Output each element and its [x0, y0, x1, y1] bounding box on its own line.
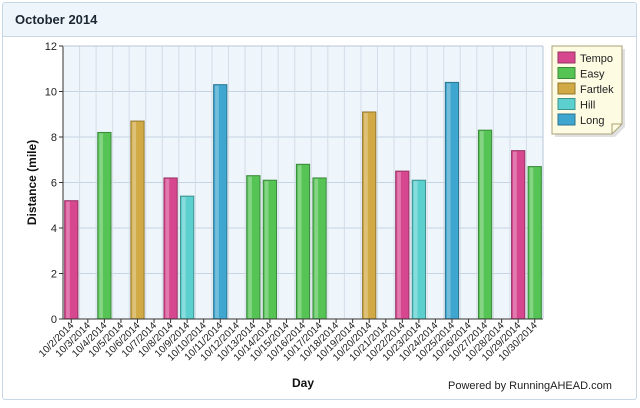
- legend-swatch-long: [557, 113, 576, 126]
- bar-highlight: [132, 122, 137, 318]
- legend-label-hill: Hill: [580, 100, 595, 112]
- y-tick-label: 0: [51, 314, 57, 326]
- legend-label-fartlek: Fartlek: [580, 84, 614, 96]
- legend-swatch-hill: [557, 98, 576, 110]
- legend-corner-fold: [611, 123, 622, 134]
- y-axis-label: Distance (mile): [25, 140, 39, 225]
- legend-label-long: Long: [580, 115, 604, 127]
- legend-swatch-tempo: [557, 51, 576, 64]
- bar-highlight: [264, 181, 269, 318]
- bar-highlight: [413, 181, 418, 318]
- panel-header: October 2014: [3, 3, 636, 37]
- legend-swatch-fartlek: [557, 82, 576, 95]
- y-tick-label: 4: [51, 223, 57, 235]
- bar-highlight: [165, 178, 170, 318]
- bar-highlight: [513, 151, 517, 318]
- bar-highlight: [99, 133, 103, 318]
- bar-highlight: [529, 167, 534, 318]
- chart-legend: Tempo Easy Fartlek Hill Long: [551, 45, 625, 137]
- y-tick-labels: 0 2 4 6 8 10 12: [45, 41, 57, 326]
- axes: [59, 45, 544, 323]
- x-tick-labels: 10/2/201410/3/201410/4/201410/5/201410/6…: [37, 320, 540, 363]
- legend-swatch-easy: [557, 67, 576, 79]
- bar-highlight: [182, 197, 186, 318]
- y-tick-label: 8: [51, 132, 57, 144]
- bar-highlight: [397, 172, 401, 318]
- legend-label-easy: Easy: [580, 69, 605, 81]
- bar-highlight: [215, 85, 219, 318]
- panel-title: October 2014: [15, 12, 98, 27]
- y-tick-label: 6: [51, 178, 57, 190]
- powered-by-credit: Powered by RunningAHEAD.com: [448, 380, 612, 392]
- bar-highlight: [364, 112, 368, 318]
- legend-label-tempo: Tempo: [580, 53, 613, 65]
- bar-highlight: [297, 165, 302, 318]
- bar-highlight: [314, 178, 319, 318]
- bars-group: [64, 81, 542, 320]
- y-tick-label: 2: [51, 269, 57, 281]
- y-tick-label: 12: [45, 41, 57, 53]
- bar-highlight: [248, 176, 252, 318]
- bar-highlight: [479, 131, 484, 318]
- y-tick-label: 10: [45, 87, 57, 99]
- bar-highlight: [66, 201, 70, 318]
- x-axis-label: Day: [292, 376, 314, 390]
- bar-highlight: [446, 83, 451, 319]
